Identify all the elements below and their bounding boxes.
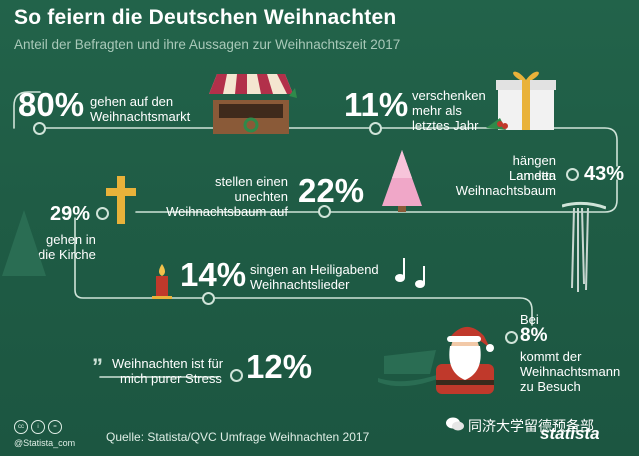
music-notes-icon — [395, 258, 425, 288]
stat-weihnachtsmann-label-2: Weihnachtsmann — [520, 364, 621, 379]
stat-kirche-value: 29% — [50, 203, 91, 225]
stat-baum-value: 22% — [298, 172, 365, 209]
timeline-node — [230, 369, 243, 382]
stat-stress-label-2: mich purer Stress — [120, 371, 222, 386]
stat-baum-label-3: Weihnachtsbaum auf — [166, 204, 288, 219]
stat-lieder-label-2: Weihnachtslieder — [250, 277, 350, 292]
timeline-node — [566, 168, 579, 181]
timeline-node — [505, 331, 518, 344]
stat-baum-label-1: stellen einen — [215, 174, 288, 189]
watermark-text: 同济大学留德预备部 — [468, 418, 594, 434]
stat-markt-label-1: gehen auf den — [90, 94, 174, 109]
nd-icon: = — [48, 420, 62, 434]
stat-weihnachtsmann-label-0: Bei — [520, 312, 539, 327]
stat-lametta-value: 43% — [584, 163, 625, 185]
quote-icon: ” — [92, 354, 103, 379]
by-icon: i — [31, 420, 45, 434]
page-subtitle: Anteil der Befragten und ihre Aussagen z… — [14, 37, 401, 52]
statista-logo: statista — [540, 424, 600, 443]
gift-icon — [486, 71, 556, 130]
stat-geschenke-value: 11% — [344, 86, 409, 123]
stat-weihnachtsmann-value: 8% — [520, 325, 548, 346]
stat-weihnachtsmann-label-3: zu Besuch — [520, 379, 581, 394]
timeline-node — [318, 205, 331, 218]
stat-weihnachtsmann-label-1: kommt der — [520, 349, 582, 364]
pink-tree-icon — [382, 150, 422, 212]
wechat-icon — [446, 417, 464, 431]
candle-icon — [152, 264, 172, 299]
stat-lieder-label-1: singen an Heiligabend — [250, 262, 379, 277]
stat-lametta-label-2: an den — [516, 168, 556, 183]
stat-stress-label-1: Weihnachten ist für — [112, 356, 224, 371]
stat-kirche-label-1: gehen in — [46, 232, 96, 247]
stat-markt-label-2: Weihnachtsmarkt — [90, 109, 191, 124]
stat-kirche-label-2: die Kirche — [38, 247, 96, 262]
timeline-node — [33, 122, 46, 135]
tinsel-icon — [562, 201, 606, 292]
cc-icon: cc — [14, 420, 28, 434]
stat-lieder-value: 14% — [180, 256, 247, 293]
stat-lametta-label-1: hängen Lametta — [509, 153, 556, 183]
santa-icon — [436, 326, 494, 394]
page-title: So feiern die Deutschen Weihnachten — [14, 6, 397, 29]
stat-baum-label-2: unechten — [234, 189, 289, 204]
stat-geschenke-label-3: letztes Jahr — [412, 118, 479, 133]
timeline-node — [369, 122, 382, 135]
stat-lametta-label-3: Weihnachtsbaum — [455, 183, 556, 198]
sleigh-icon — [378, 350, 440, 387]
timeline-node — [96, 207, 109, 220]
tree-silhouette-icon — [2, 210, 46, 276]
stat-geschenke-label-1: verschenken — [412, 88, 486, 103]
stat-stress-value: 12% — [246, 348, 313, 385]
timeline-node — [202, 292, 215, 305]
cross-icon — [106, 176, 136, 224]
source-note: Quelle: Statista/QVC Umfrage Weihnachten… — [106, 430, 370, 444]
license-icons: cc i = — [14, 420, 62, 434]
statista-handle: @Statista_com — [14, 438, 76, 448]
market-stall-icon — [209, 74, 297, 134]
stat-geschenke-label-2: mehr als — [412, 103, 462, 118]
stat-markt-value: 80% — [18, 86, 85, 123]
